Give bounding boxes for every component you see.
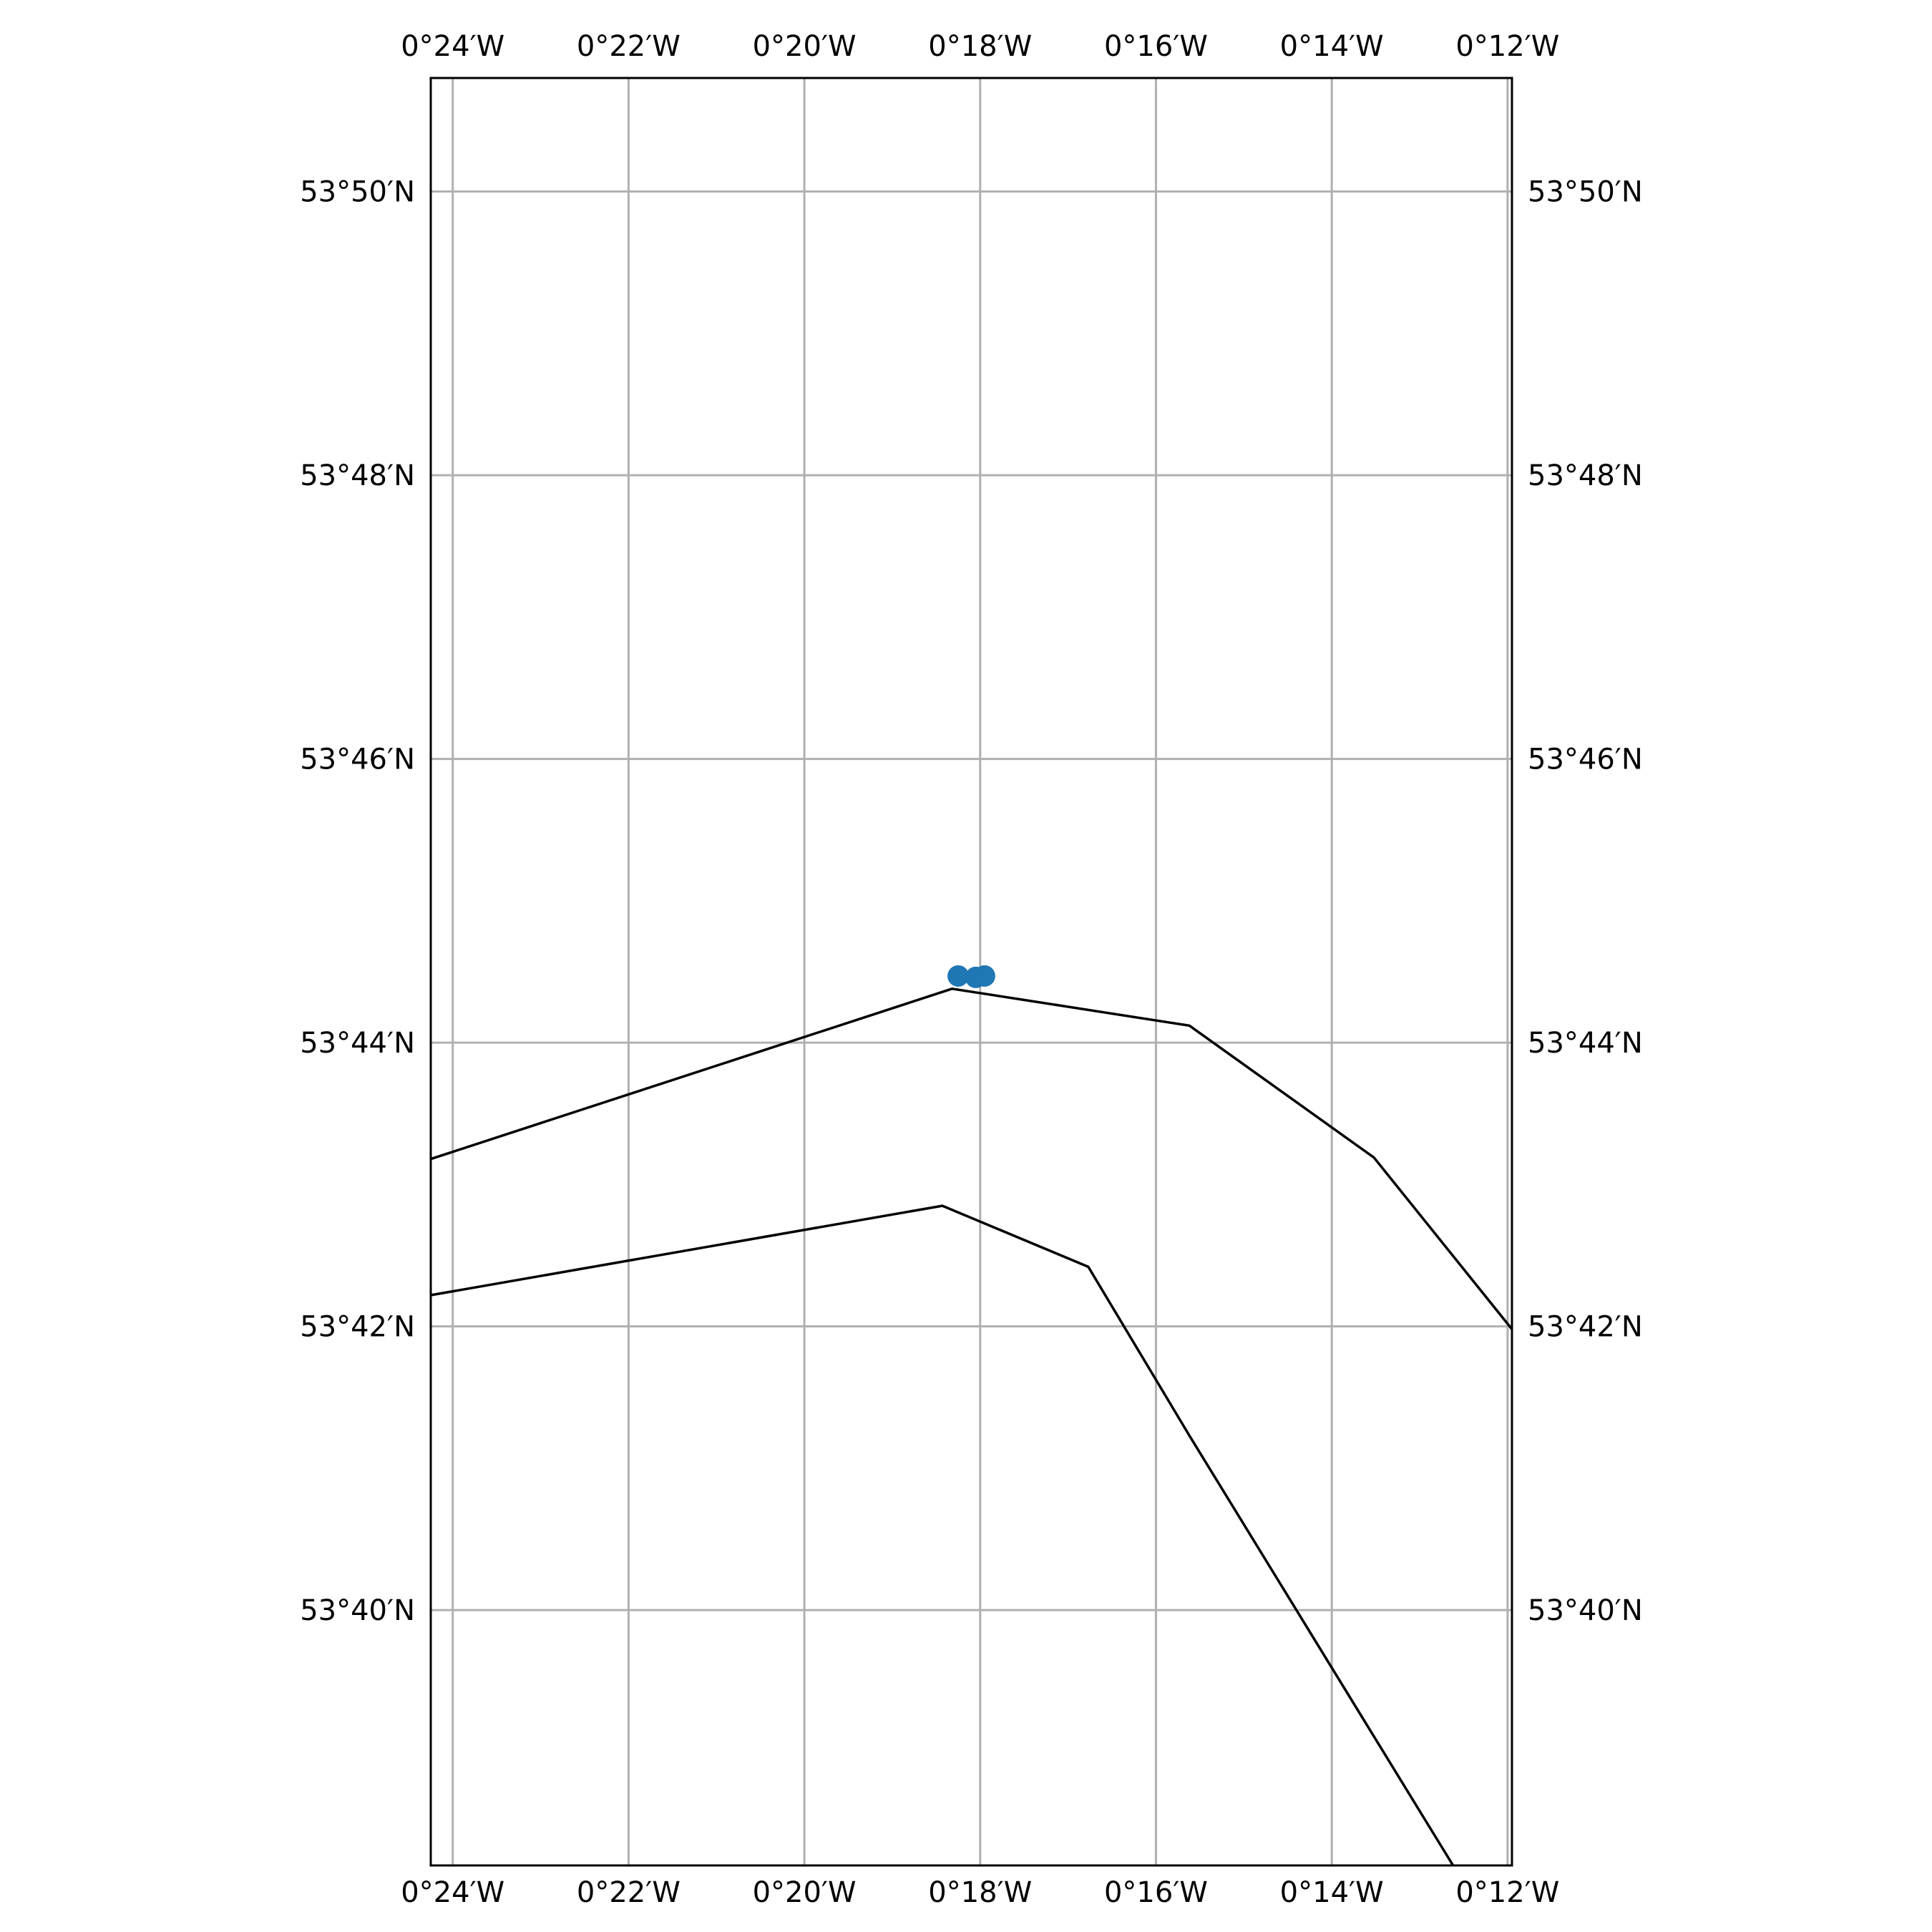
latitude-label-left: 53°46′N xyxy=(300,743,415,776)
longitude-label-top: 0°14′W xyxy=(1280,30,1384,63)
longitude-label-top: 0°20′W xyxy=(753,30,857,63)
longitude-label-bottom: 0°22′W xyxy=(577,1876,680,1909)
latitude-label-right: 53°42′N xyxy=(1528,1311,1643,1344)
latitude-label-left: 53°50′N xyxy=(300,176,415,209)
latitude-label-right: 53°46′N xyxy=(1528,743,1643,776)
location-markers xyxy=(947,965,995,988)
latitude-label-left: 53°40′N xyxy=(300,1594,415,1627)
coastlines xyxy=(430,987,1513,1866)
longitude-label-bottom: 0°24′W xyxy=(401,1876,504,1909)
longitude-label-bottom: 0°12′W xyxy=(1455,1876,1559,1909)
longitude-label-top: 0°16′W xyxy=(1104,30,1208,63)
latitude-label-right: 53°50′N xyxy=(1528,176,1643,209)
longitude-label-top: 0°18′W xyxy=(928,30,1032,63)
longitude-label-bottom: 0°18′W xyxy=(928,1876,1032,1909)
latitude-label-left: 53°48′N xyxy=(300,459,415,492)
longitude-labels-top: 0°24′W 0°22′W 0°20′W 0°18′W 0°16′W 0°14′W 0°12… xyxy=(401,30,1559,63)
coastline-south-shore xyxy=(430,1204,1455,1866)
latitude-labels-left: 53°50′N 53°48′N 53°46′N 53°44′N 53°42′N 53°40… xyxy=(300,176,415,1628)
map-frame xyxy=(429,77,1513,1867)
longitude-label-top: 0°12′W xyxy=(1455,30,1559,63)
coastline-north-shore xyxy=(430,987,1513,1330)
longitude-label-bottom: 0°16′W xyxy=(1104,1876,1208,1909)
latitude-labels-right: 53°50′N 53°48′N 53°46′N 53°44′N 53°42′N 53°40… xyxy=(1528,176,1643,1628)
latitude-label-left: 53°44′N xyxy=(300,1027,415,1060)
gridlines xyxy=(431,78,1512,1865)
location-marker-0 xyxy=(947,965,970,987)
longitude-label-top: 0°24′W xyxy=(401,30,504,63)
longitude-label-bottom: 0°20′W xyxy=(753,1876,857,1909)
latitude-label-left: 53°42′N xyxy=(300,1311,415,1344)
longitude-label-top: 0°22′W xyxy=(577,30,680,63)
latitude-label-right: 53°48′N xyxy=(1528,459,1643,492)
longitude-labels-bottom: 0°24′W 0°22′W 0°20′W 0°18′W 0°16′W 0°14′W 0°12… xyxy=(401,1876,1559,1909)
latitude-label-right: 53°40′N xyxy=(1528,1594,1643,1627)
location-marker-2 xyxy=(973,965,995,987)
longitude-label-bottom: 0°14′W xyxy=(1280,1876,1384,1909)
latitude-label-right: 53°44′N xyxy=(1528,1027,1643,1060)
